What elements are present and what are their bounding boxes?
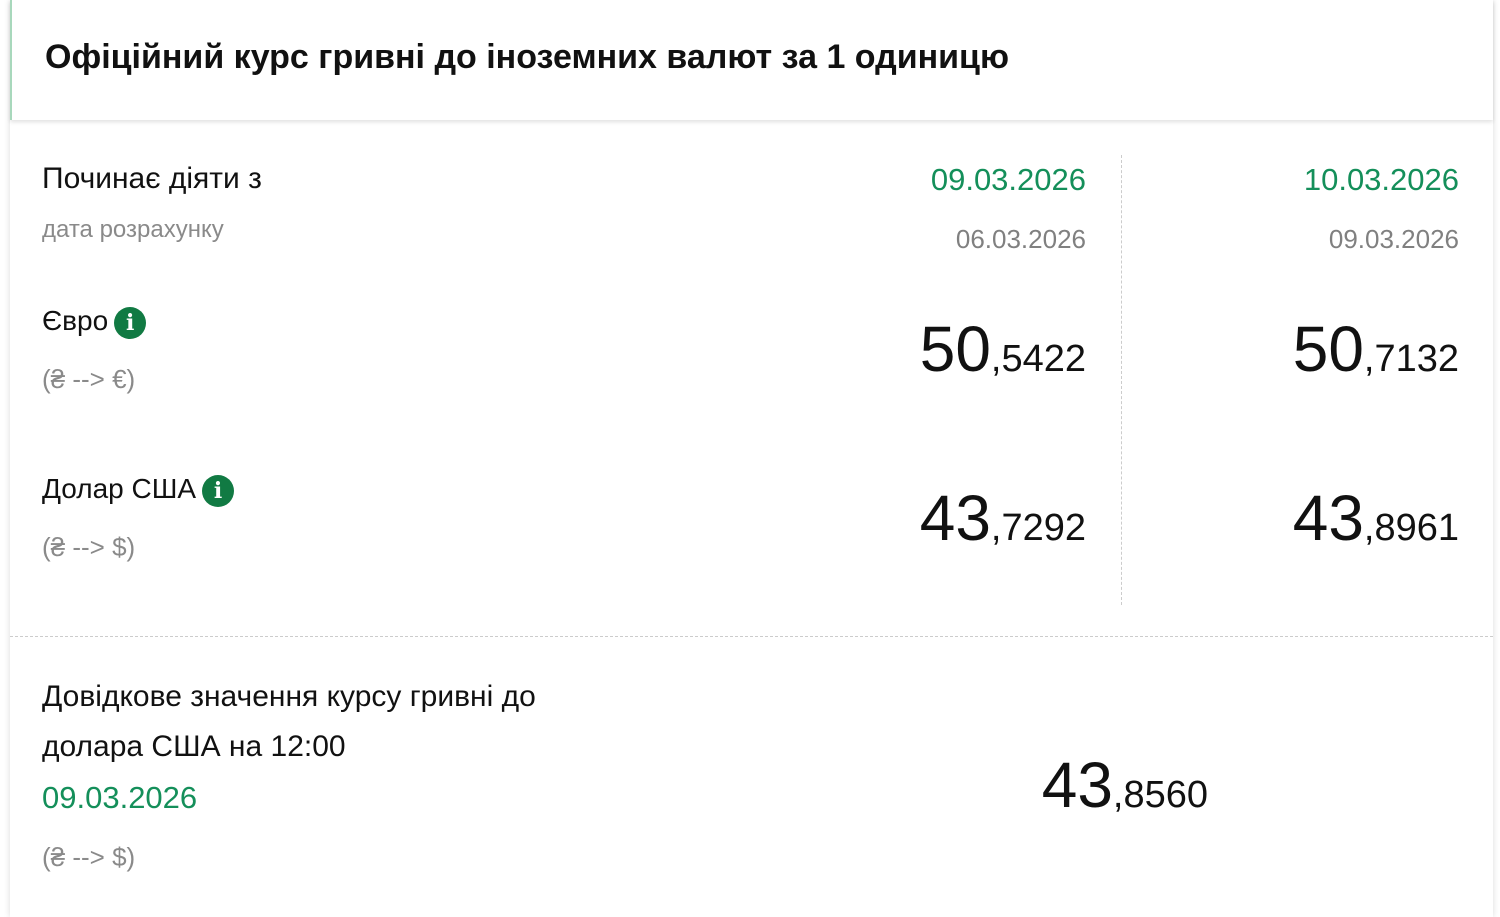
calc-date-1: 06.03.2026 <box>955 224 1086 254</box>
rate-int: 43 <box>919 482 991 554</box>
calc-date-label: дата розрахунку <box>42 216 224 243</box>
currency-name: Євро <box>42 305 109 336</box>
currency-direction: (₴ --> $) <box>42 532 136 562</box>
effective-date-2: 10.03.2026 <box>1303 162 1459 197</box>
currency-usd: Долар США i <box>42 473 235 507</box>
rate-value: 50,7132 <box>1293 312 1459 386</box>
currency-direction: (₴ --> €) <box>42 364 136 394</box>
rate-dec: ,7132 <box>1363 338 1459 380</box>
rate-int: 43 <box>1041 749 1113 821</box>
rate-int: 43 <box>1292 482 1364 554</box>
calc-date-2: 09.03.2026 <box>1328 224 1459 254</box>
reference-date: 09.03.2026 <box>42 780 198 815</box>
currency-euro: Євро i <box>42 305 147 339</box>
info-icon[interactable]: i <box>202 474 235 507</box>
rate-value: 43,7292 <box>920 481 1086 555</box>
rate-dec: ,5422 <box>990 338 1086 380</box>
rate-dec: ,8560 <box>1112 774 1208 816</box>
reference-label-line1: Довідкове значення курсу гривні до <box>42 680 536 713</box>
rate-int: 50 <box>919 313 991 385</box>
info-icon[interactable]: i <box>114 306 147 339</box>
reference-direction: (₴ --> $) <box>42 842 136 872</box>
exchange-rate-card: Офіційний курс гривні до іноземних валют… <box>10 0 1493 917</box>
page-title: Офіційний курс гривні до іноземних валют… <box>45 38 1009 76</box>
rate-dec: ,7292 <box>990 507 1086 549</box>
reference-rate: 43,8560 <box>1042 748 1208 822</box>
currency-name: Долар США <box>42 473 197 504</box>
column-divider <box>1121 155 1122 605</box>
effective-from-label: Починає діяти з <box>42 162 262 195</box>
card-header: Офіційний курс гривні до іноземних валют… <box>10 0 1493 120</box>
rate-value: 50,5422 <box>920 312 1086 386</box>
reference-label-line2: долара США на 12:00 <box>42 730 346 763</box>
section-divider <box>10 636 1493 637</box>
rate-dec: ,8961 <box>1363 507 1459 549</box>
rate-value: 43,8961 <box>1293 481 1459 555</box>
effective-date-1: 09.03.2026 <box>930 162 1086 197</box>
rate-int: 50 <box>1292 313 1364 385</box>
